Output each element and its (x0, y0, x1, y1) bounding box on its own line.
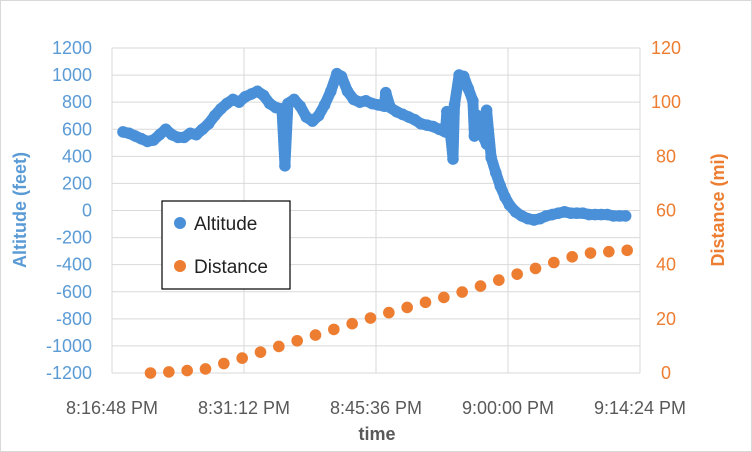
right-axis-tick-label: 0 (661, 363, 671, 383)
data-point (621, 244, 633, 257)
data-point (566, 251, 578, 263)
data-point (312, 109, 325, 122)
data-point (529, 262, 542, 275)
right-axis-tick-label: 80 (656, 146, 676, 166)
left-axis-tick-label: 600 (62, 119, 92, 139)
data-point (294, 100, 307, 113)
data-point (401, 301, 413, 314)
left-axis-tick-label: 800 (62, 92, 92, 112)
right-axis-tick-label: 100 (651, 92, 681, 112)
right-axis-ticks: 120 100 80 60 40 20 0 (651, 38, 681, 383)
data-point (441, 105, 453, 118)
data-point (335, 70, 348, 83)
data-point (474, 280, 487, 292)
data-point (202, 118, 215, 130)
data-point (309, 329, 322, 341)
data-point (328, 323, 340, 336)
legend-altitude-marker (174, 217, 186, 229)
left-axis-tick-label: 200 (62, 173, 92, 193)
data-point (467, 95, 479, 107)
left-axis-ticks: 1200 1000 800 600 400 200 0 -200 -400 -600 -800 -10… (46, 38, 92, 383)
data-point (181, 364, 193, 377)
x-axis-ticks: 8:16:48 PM 8:31:12 PM 8:45:36 PM 9:00:00 PM… (66, 398, 686, 418)
data-point (144, 367, 157, 379)
right-axis-tick-label: 20 (656, 309, 676, 329)
data-point (548, 256, 560, 269)
x-axis-tick-label: 9:14:24 PM (594, 398, 686, 418)
data-point (346, 317, 358, 330)
legend-altitude-label: Altitude (194, 214, 257, 235)
data-point (584, 247, 597, 259)
data-point (444, 123, 456, 136)
x-axis-tick-label: 8:31:12 PM (198, 398, 290, 418)
left-axis-tick-label: -1200 (46, 363, 92, 383)
left-axis-tick-label: 1200 (52, 38, 92, 58)
x-axis-tick-label: 8:45:36 PM (330, 398, 422, 418)
data-point (471, 109, 484, 122)
data-point (493, 274, 505, 286)
legend: Altitude Distance (161, 200, 291, 290)
data-point (318, 99, 331, 111)
left-axis-tick-label: -400 (56, 255, 92, 275)
data-point (324, 85, 337, 98)
left-axis-title: Altitude (feet) (10, 152, 30, 268)
data-point (379, 86, 392, 99)
data-point (511, 268, 523, 280)
data-point (291, 334, 303, 347)
x-axis-title: time (358, 424, 395, 444)
left-axis-tick-label: 400 (62, 146, 92, 166)
data-point (447, 153, 459, 165)
right-axis-tick-label: 40 (656, 255, 676, 275)
left-axis-tick-label: -600 (56, 282, 92, 302)
left-axis-tick-label: 0 (82, 201, 92, 221)
data-point (279, 160, 291, 172)
data-point (218, 357, 230, 370)
distance-series (144, 244, 633, 379)
data-point (257, 89, 270, 102)
right-axis-title: Distance (mi) (708, 153, 728, 266)
data-point (476, 128, 488, 141)
data-point (619, 210, 632, 222)
altitude-series (117, 67, 632, 226)
data-point (364, 312, 377, 324)
data-point (456, 286, 468, 298)
data-point (383, 306, 395, 319)
left-axis-tick-label: -1000 (46, 336, 92, 356)
data-point (163, 366, 175, 378)
data-point (489, 166, 502, 179)
data-point (480, 138, 493, 150)
data-point (254, 346, 267, 358)
data-point (419, 296, 432, 309)
data-point (199, 363, 212, 375)
data-point (462, 82, 475, 95)
data-point (494, 180, 507, 192)
right-axis-tick-label: 60 (656, 201, 676, 221)
data-point (603, 245, 615, 258)
left-axis-tick-label: -200 (56, 228, 92, 248)
data-point (438, 291, 450, 304)
left-axis-tick-label: 1000 (52, 65, 92, 85)
data-point (273, 340, 285, 353)
data-point (236, 352, 248, 364)
data-point (448, 99, 461, 111)
data-point (485, 151, 497, 164)
legend-box (161, 200, 291, 290)
left-axis-tick-label: -800 (56, 309, 92, 329)
data-point (341, 85, 354, 98)
legend-distance-label: Distance (194, 257, 268, 278)
data-point (480, 104, 493, 117)
legend-distance-marker (174, 260, 186, 272)
data-point (457, 70, 470, 83)
x-axis-tick-label: 9:00:00 PM (462, 398, 554, 418)
right-axis-tick-label: 120 (651, 38, 681, 58)
x-axis-tick-label: 8:16:48 PM (66, 398, 158, 418)
